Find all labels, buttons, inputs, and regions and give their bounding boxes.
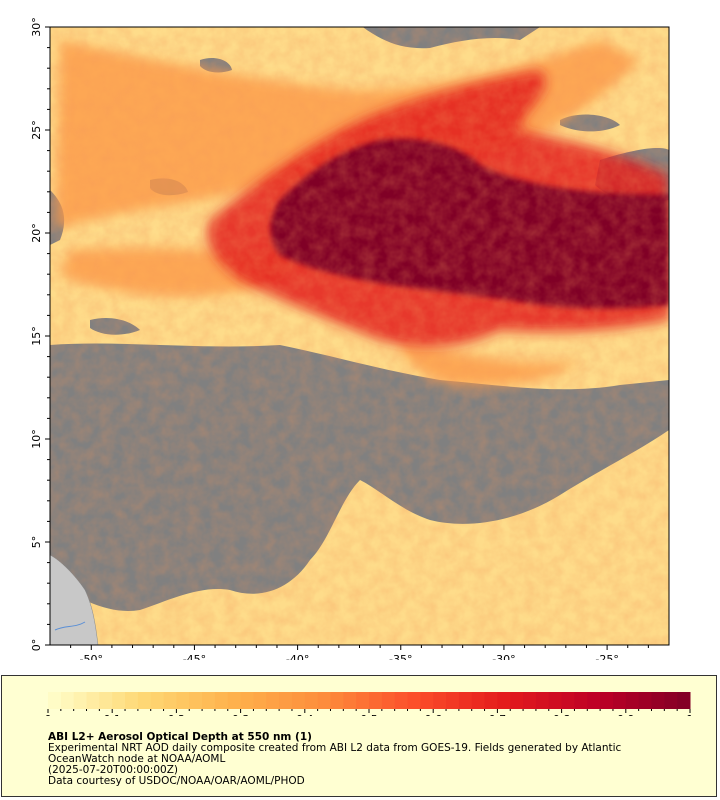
x-tick-label: -50° [80, 653, 103, 660]
colorbar-tick-label: 0.9 [617, 713, 635, 716]
colorbar-cell [176, 692, 190, 709]
colorbar-cell [651, 692, 665, 709]
colorbar-cell [227, 692, 242, 709]
colorbar-tick-label: 0.2 [168, 713, 186, 716]
colorbar-cell [420, 692, 434, 709]
x-axis: -50° -45° -40° -35° -30° -25° [70, 645, 649, 660]
colorbar-cell [625, 692, 640, 709]
colorbar-cell [99, 692, 113, 709]
y-tick-label: 30° [30, 17, 43, 37]
caption-description: Experimental NRT AOD daily composite cre… [48, 742, 622, 765]
y-tick-label: 5° [30, 536, 43, 549]
colorbar-cell [317, 692, 331, 709]
colorbar-cell [369, 692, 383, 709]
colorbar-cell [330, 692, 344, 709]
caption-title: ABI L2+ Aerosol Optical Depth at 550 nm … [48, 731, 312, 743]
colorbar-cell [253, 692, 267, 709]
y-tick-label: 25° [30, 120, 43, 140]
colorbar-cell [574, 692, 588, 709]
colorbar-cell [356, 692, 370, 709]
colorbar-cell [638, 692, 652, 709]
colorbar-cell [394, 692, 409, 709]
colorbar-cell [189, 692, 203, 709]
colorbar-cell [510, 692, 524, 709]
y-tick-label: 10° [30, 429, 43, 449]
colorbar-cell [458, 692, 473, 709]
colorbar-cell [484, 692, 498, 709]
colorbar-cell [612, 692, 627, 709]
colorbar-cell [202, 692, 216, 709]
colorbar-cell [407, 692, 421, 709]
y-tick-label: 0° [30, 639, 43, 652]
colorbar-cell [125, 692, 139, 709]
x-tick-label: -35° [389, 653, 412, 660]
colorbar-cell [523, 692, 537, 709]
colorbar-cell [600, 692, 614, 709]
colorbar-cell [240, 692, 254, 709]
colorbar-cell [291, 692, 306, 709]
colorbar-cell [279, 692, 293, 709]
colorbar-cell [677, 692, 691, 709]
colorbar-cell [561, 692, 575, 709]
x-tick-label: -30° [492, 653, 515, 660]
colorbar-cell [150, 692, 165, 709]
colorbar-tick-label: 0.3 [232, 713, 250, 716]
river-icon [54, 621, 86, 631]
x-tick-label: -45° [183, 653, 206, 660]
colorbar-tick-label: 0.1 [103, 713, 121, 716]
colorbar-cell [433, 692, 447, 709]
colorbar-cell [664, 692, 678, 709]
y-axis: 0° 5° 10° 15° 20° 25° 30° [30, 17, 50, 651]
colorbar-cell [343, 692, 357, 709]
colorbar-cell [497, 692, 511, 709]
colorbar-cell [471, 692, 486, 709]
colorbar-tick-label: 0.6 [424, 713, 442, 716]
colorbar-cell [304, 692, 319, 709]
caption-credit: Data courtesy of USDOC/NOAA/OAR/AOML/PHO… [48, 775, 305, 787]
colorbar-cell [548, 692, 563, 709]
colorbar-tick-label: 1 [687, 713, 694, 716]
colorbar-cell [587, 692, 601, 709]
caption-date: (2025-07-20T00:00:00Z) [48, 764, 178, 776]
colorbar-cell [266, 692, 280, 709]
x-tick-label: -25° [595, 653, 618, 660]
colorbar-tick-label: 0.7 [489, 713, 507, 716]
colorbar-cell [86, 692, 100, 709]
aod-colorbar: 0 0.1 0.2 0.3 0.4 0.5 0.6 0.7 0.8 0.9 1 [45, 692, 694, 716]
colorbar-tick-label: 0 [45, 713, 52, 716]
colorbar-cell [446, 692, 460, 709]
colorbar-cell [163, 692, 177, 709]
colorbar-cell [73, 692, 88, 709]
aod-map: -50° -45° -40° -35° -30° -25° 0° 5° 10° 15° 20° 25… [30, 17, 670, 660]
colorbar-cell [381, 692, 396, 709]
colorbar-cell [535, 692, 550, 709]
x-tick-label: -40° [286, 653, 309, 660]
colorbar-tick-label: 0.8 [553, 713, 571, 716]
colorbar-cell [214, 692, 229, 709]
legend-panel: 0 0.1 0.2 0.3 0.4 0.5 0.6 0.7 0.8 0.9 1 ABI L2+ Ae… [1, 675, 717, 797]
colorbar-cell [60, 692, 75, 709]
y-tick-label: 20° [30, 223, 43, 243]
colorbar-tick-label: 0.4 [296, 713, 314, 716]
colorbar-tick-label: 0.5 [360, 713, 378, 716]
colorbar-cell [112, 692, 126, 709]
y-tick-label: 15° [30, 326, 43, 346]
colorbar-cell [48, 692, 62, 709]
colorbar-cell [137, 692, 152, 709]
land-coast [50, 554, 99, 645]
aod-texture [50, 27, 669, 645]
